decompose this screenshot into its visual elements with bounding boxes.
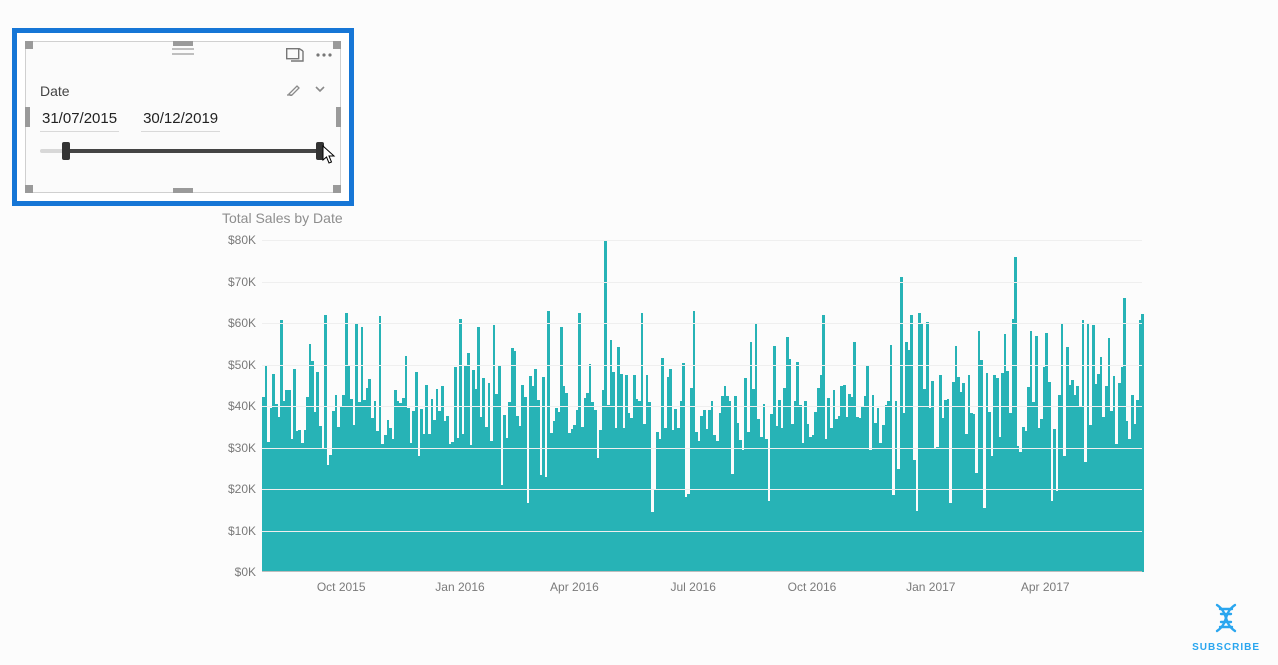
resize-handle-top[interactable]: [173, 41, 193, 46]
chart-gridline: [262, 240, 1142, 241]
drag-handle-icon[interactable]: [172, 48, 194, 55]
sales-by-date-chart[interactable]: $0K$10K$20K$30K$40K$50K$60K$70K$80KOct 2…: [262, 240, 1142, 572]
chart-gridline: [262, 448, 1142, 449]
chart-y-tick-label: $20K: [228, 482, 262, 496]
subscribe-label: SUBSCRIBE: [1192, 642, 1260, 653]
slicer-start-date-input[interactable]: 31/07/2015: [40, 108, 119, 132]
more-options-icon[interactable]: [316, 48, 332, 67]
chart-y-tick-label: $50K: [228, 358, 262, 372]
slider-track-fill: [66, 149, 321, 153]
dna-icon: [1209, 601, 1243, 640]
chart-gridline: [262, 365, 1142, 366]
chart-bar: [1141, 314, 1144, 572]
chart-gridline: [262, 406, 1142, 407]
chart-gridline: [262, 531, 1142, 532]
resize-handle-top-right[interactable]: [333, 41, 341, 49]
slider-thumb-end[interactable]: [316, 142, 324, 160]
resize-handle-left[interactable]: [25, 107, 30, 127]
resize-handle-top-left[interactable]: [25, 41, 33, 49]
chart-y-tick-label: $0K: [235, 565, 262, 579]
slicer-field-label: Date: [40, 83, 70, 99]
slicer-date-values: 31/07/2015 30/12/2019: [40, 108, 220, 132]
resize-handle-right[interactable]: [336, 107, 341, 127]
chart-y-tick-label: $80K: [228, 233, 262, 247]
chart-x-tick-label: Jan 2017: [906, 572, 955, 594]
slicer-card: Date 31/07/2015 30/12/2019: [25, 41, 341, 193]
chart-gridline: [262, 282, 1142, 283]
chart-x-tick-label: Apr 2017: [1021, 572, 1070, 594]
focus-mode-icon[interactable]: [286, 48, 304, 67]
chart-y-tick-label: $70K: [228, 275, 262, 289]
chart-x-tick-label: Oct 2016: [788, 572, 837, 594]
subscribe-badge[interactable]: SUBSCRIBE: [1192, 601, 1260, 653]
slicer-field-row: Date: [40, 82, 326, 99]
chart-y-tick-label: $60K: [228, 316, 262, 330]
resize-handle-bottom[interactable]: [173, 188, 193, 193]
chart-y-tick-label: $30K: [228, 441, 262, 455]
slicer-dropdown-icon[interactable]: [314, 82, 326, 99]
chart-x-tick-label: Jan 2016: [435, 572, 484, 594]
resize-handle-bottom-left[interactable]: [25, 185, 33, 193]
chart-y-tick-label: $10K: [228, 524, 262, 538]
chart-x-tick-label: Apr 2016: [550, 572, 599, 594]
chart-y-tick-label: $40K: [228, 399, 262, 413]
chart-gridline: [262, 323, 1142, 324]
resize-handle-bottom-right[interactable]: [333, 185, 341, 193]
slicer-range-slider[interactable]: [40, 142, 326, 160]
chart-x-tick-label: Jul 2016: [671, 572, 716, 594]
chart-title: Total Sales by Date: [222, 210, 343, 226]
chart-gridline: [262, 489, 1142, 490]
clear-selection-icon[interactable]: [286, 82, 300, 99]
chart-x-tick-label: Oct 2015: [317, 572, 366, 594]
slicer-end-date-input[interactable]: 30/12/2019: [141, 108, 220, 132]
visual-header-toolbar: [286, 48, 332, 67]
slider-thumb-start[interactable]: [62, 142, 70, 160]
date-slicer-visual[interactable]: Date 31/07/2015 30/12/2019: [12, 28, 354, 206]
